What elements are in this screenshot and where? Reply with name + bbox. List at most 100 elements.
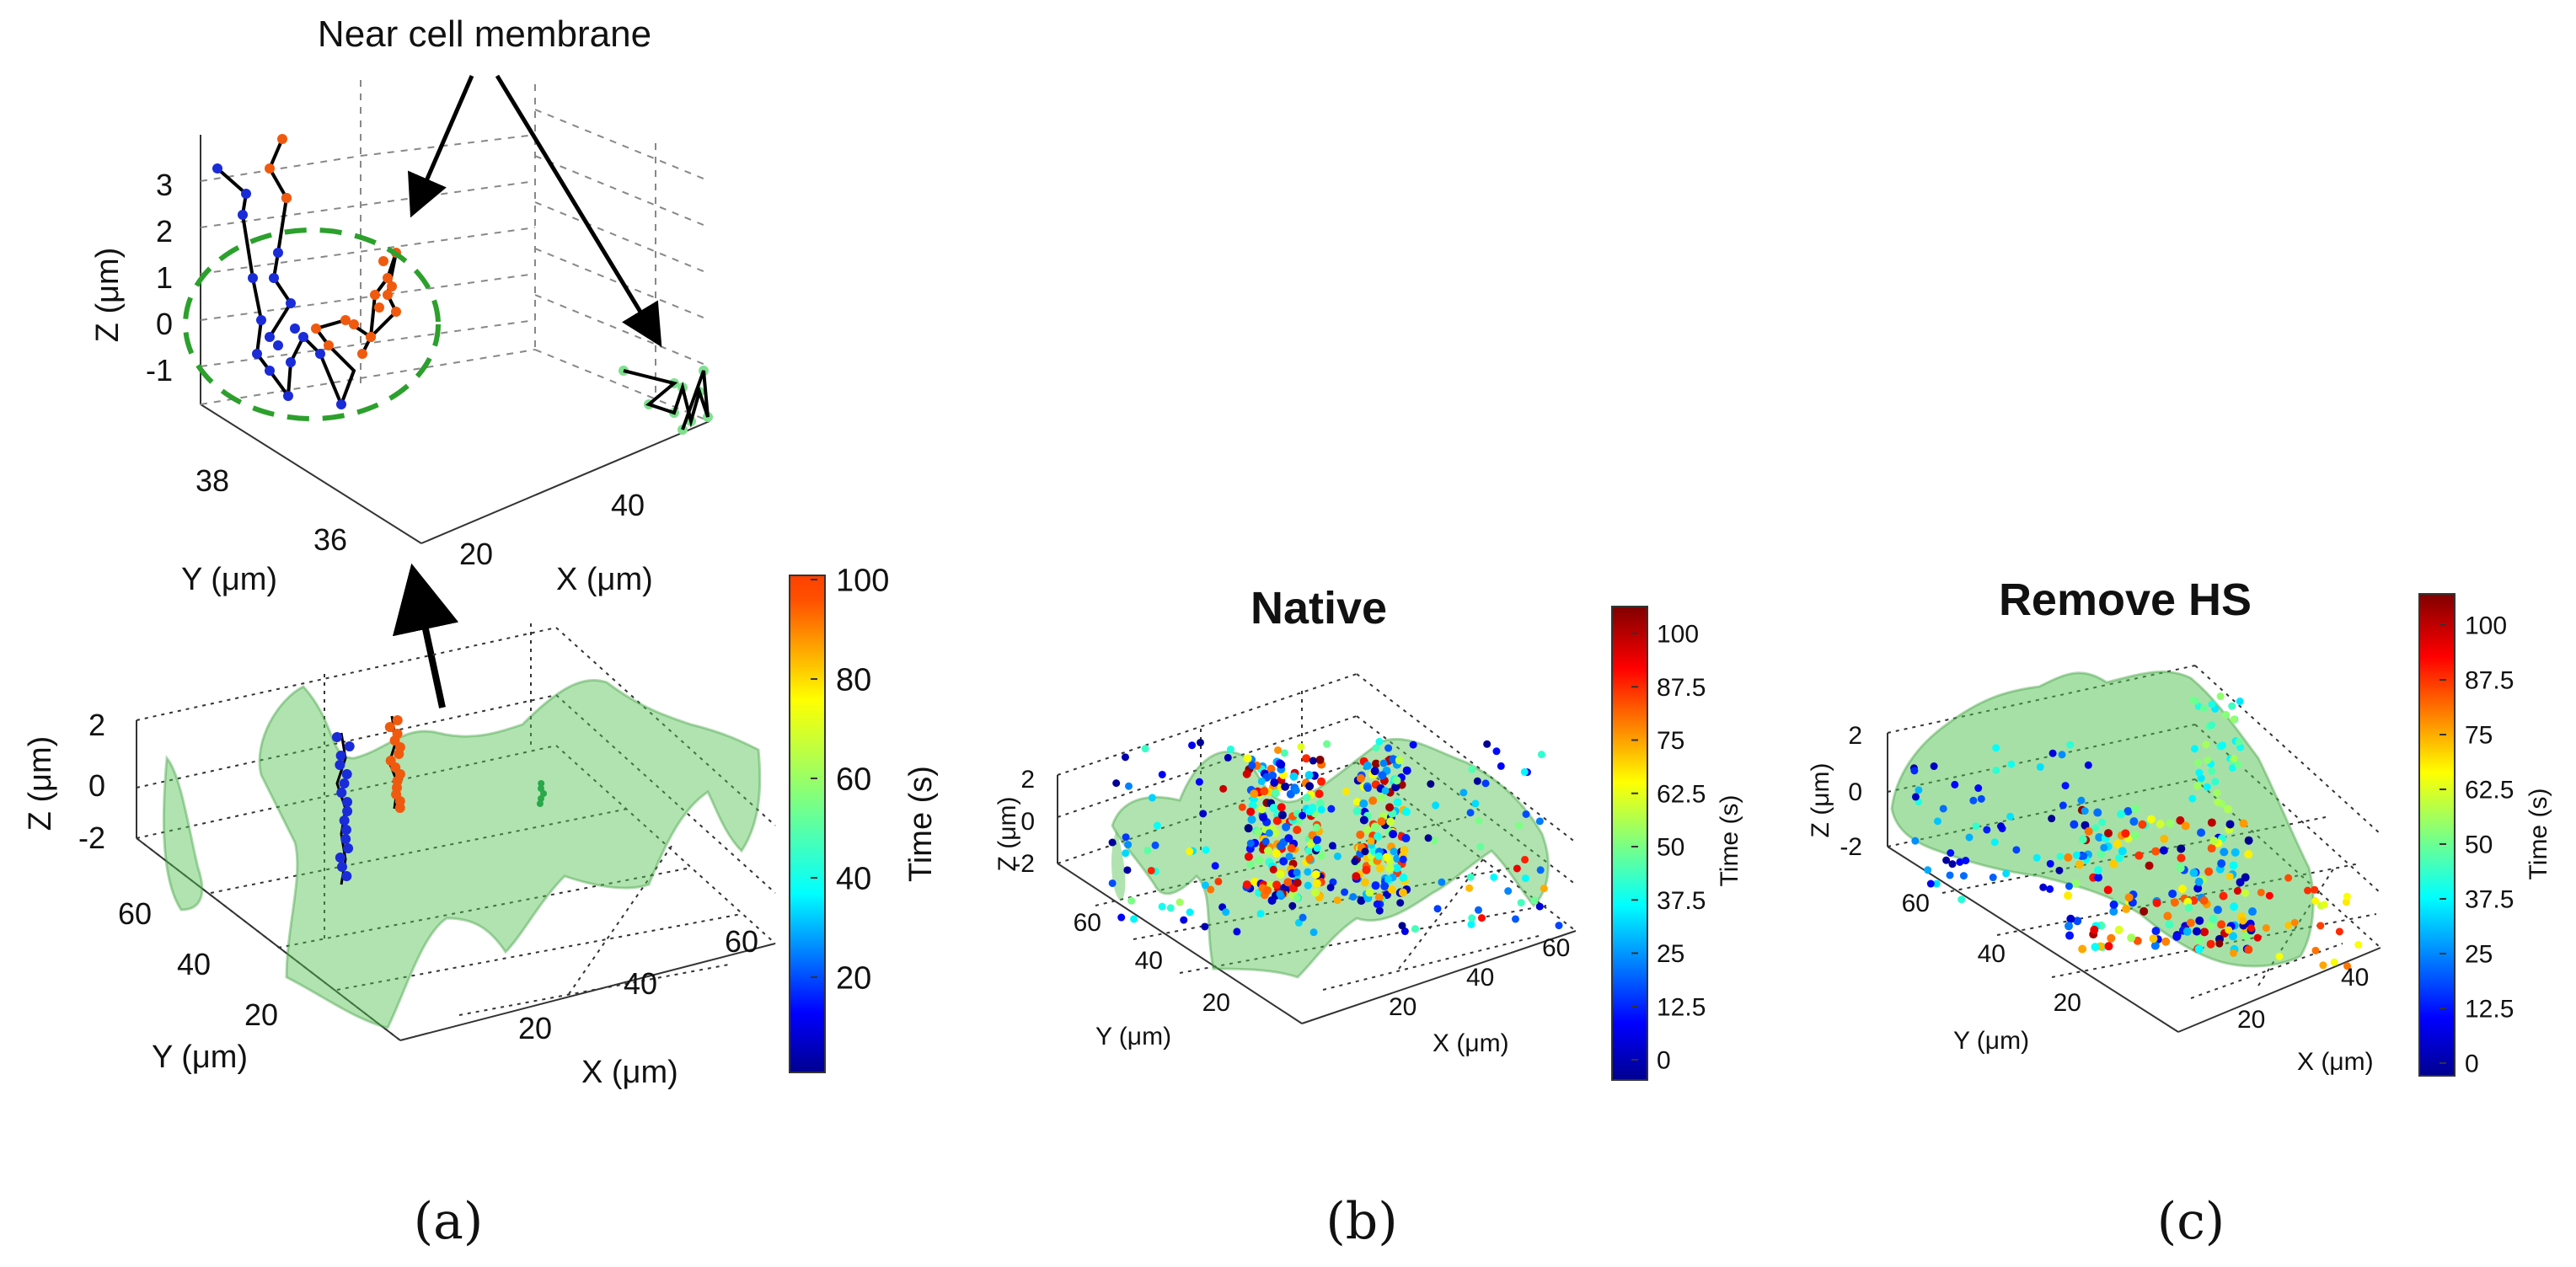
panel-b-marker — [1293, 826, 1302, 835]
panel-b: Native 2 0 -2 60 40 20 — [993, 583, 1743, 1081]
main-a-dots — [332, 715, 548, 885]
panel-c-marker — [2130, 831, 2140, 840]
panel-c-marker — [2275, 952, 2284, 960]
main-a-x-axis — [399, 943, 776, 1041]
panel-c-marker — [2204, 756, 2212, 764]
panel-b-marker — [1313, 844, 1321, 853]
panel-b-marker — [1277, 803, 1286, 812]
panel-b-marker — [1247, 815, 1256, 824]
panel-b-marker — [1363, 761, 1372, 770]
panel-c-marker — [2055, 866, 2064, 874]
panel-b-marker — [1246, 839, 1255, 847]
panel-c-marker — [2236, 698, 2244, 706]
panel-b-marker — [1123, 866, 1132, 874]
main-a-x-tick: 20 — [518, 1011, 552, 1045]
panel-b-marker — [1375, 863, 1384, 873]
panel-b-marker — [1392, 776, 1401, 785]
panel-c-marker — [2230, 715, 2238, 724]
panel-b-marker — [1127, 896, 1136, 905]
panel-b-z-tick: -2 — [1012, 850, 1035, 878]
panel-b-marker — [1402, 766, 1411, 775]
inset-z-tick: 3 — [156, 168, 173, 202]
panel-c-marker — [2262, 924, 2270, 933]
panel-b-marker — [1389, 755, 1398, 764]
panel-c-marker — [2343, 962, 2352, 970]
main-a-marker — [339, 778, 350, 789]
panel-b-y-tick: 20 — [1202, 989, 1230, 1017]
panel-b-marker — [1411, 925, 1420, 933]
panel-c-marker — [2116, 810, 2125, 819]
panel-b-marker — [1317, 805, 1325, 814]
panel-b-marker — [1281, 782, 1290, 791]
panel-b-marker — [1374, 831, 1383, 841]
inset-marker — [281, 193, 292, 203]
panel-b-marker — [1399, 855, 1407, 863]
panel-c-marker — [2032, 853, 2041, 862]
panel-b-marker — [1199, 810, 1208, 818]
panel-b-marker — [1122, 849, 1130, 858]
panel-b-marker — [1393, 798, 1402, 807]
panel-c-marker — [2065, 882, 2073, 890]
panel-c-marker — [2160, 834, 2169, 843]
panel-b-y-tick: 60 — [1074, 909, 1101, 937]
panel-c-marker — [1947, 848, 1955, 857]
panel-b-marker — [1261, 837, 1270, 846]
inset-marker — [286, 357, 296, 367]
colorbar-a-label: Time (s) — [903, 766, 939, 882]
panel-c-marker — [2090, 925, 2099, 934]
panel-c-marker — [2335, 928, 2343, 936]
inset-y-axis — [200, 404, 422, 544]
main-a-marker — [342, 797, 353, 807]
panel-c-marker — [1962, 857, 1970, 865]
panel-c: Remove HS 2 0 -2 60 40 20 20 — [1807, 575, 2552, 1078]
panel-c-marker — [2194, 877, 2204, 886]
colorbar-tick-label: 20 — [836, 960, 871, 996]
panel-b-marker — [1384, 744, 1393, 752]
main-a-marker — [335, 853, 345, 863]
panel-c-marker — [2206, 921, 2215, 930]
panel-b-marker — [1536, 866, 1545, 874]
panel-b-marker — [1380, 882, 1390, 891]
main-a-z-tick: 0 — [88, 768, 105, 803]
panel-b-marker — [1148, 794, 1156, 802]
panel-b-marker — [1427, 780, 1435, 789]
panel-c-marker — [2115, 853, 2124, 863]
inset-grid-line — [360, 134, 536, 157]
panel-b-marker — [1304, 868, 1312, 876]
panel-c-marker — [2065, 931, 2075, 940]
colorbar-tick-label: 37.5 — [1657, 887, 1706, 915]
panel-a-main: 2 0 -2 60 40 20 20 40 60 Z (μm) Y (μm) X… — [23, 563, 939, 1090]
panel-c-marker — [2197, 828, 2206, 837]
inset-grid-line — [200, 155, 361, 182]
panel-c-marker — [1910, 767, 1919, 775]
panel-c-marker — [2091, 824, 2100, 832]
panel-b-marker — [1432, 801, 1440, 810]
panel-b-marker — [1244, 824, 1253, 833]
panel-b-marker — [1305, 782, 1315, 791]
panel-c-marker — [2213, 906, 2222, 915]
panel-c-marker — [2241, 873, 2250, 882]
inset-y-tick: 36 — [313, 522, 347, 557]
panel-b-marker — [1359, 799, 1368, 808]
panel-c-marker — [2195, 768, 2204, 777]
panel-c-marker — [1990, 838, 1999, 847]
panel-b-marker — [1377, 817, 1386, 826]
panel-b-marker — [1285, 853, 1293, 861]
panel-b-marker — [1279, 857, 1288, 866]
panel-b-marker — [1271, 789, 1280, 798]
panel-c-marker — [2146, 815, 2156, 824]
panel-c-marker — [2188, 696, 2197, 704]
main-a-marker — [335, 751, 346, 761]
inset-z-tick: 1 — [156, 260, 173, 295]
panel-b-marker — [1268, 771, 1277, 780]
panel-b-marker — [1466, 873, 1475, 881]
panel-b-marker — [1293, 869, 1301, 877]
colorbar-tick-label: 50 — [1657, 834, 1684, 862]
panel-b-marker — [1244, 852, 1253, 861]
panel-b-marker — [1390, 847, 1398, 856]
inset-marker — [290, 323, 300, 334]
panel-c-marker — [2244, 850, 2253, 859]
panel-c-marker — [2230, 949, 2238, 957]
panel-c-marker — [2181, 821, 2190, 831]
panel-b-marker — [1520, 767, 1529, 776]
